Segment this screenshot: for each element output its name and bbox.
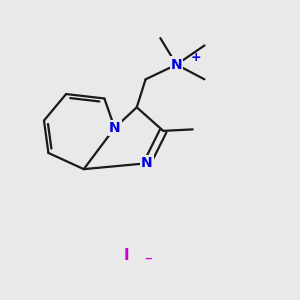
Text: I: I	[124, 248, 129, 263]
Text: –: –	[145, 250, 152, 266]
Text: +: +	[190, 51, 201, 64]
Text: N: N	[109, 121, 121, 135]
Text: N: N	[141, 156, 153, 170]
Text: N: N	[171, 58, 182, 72]
